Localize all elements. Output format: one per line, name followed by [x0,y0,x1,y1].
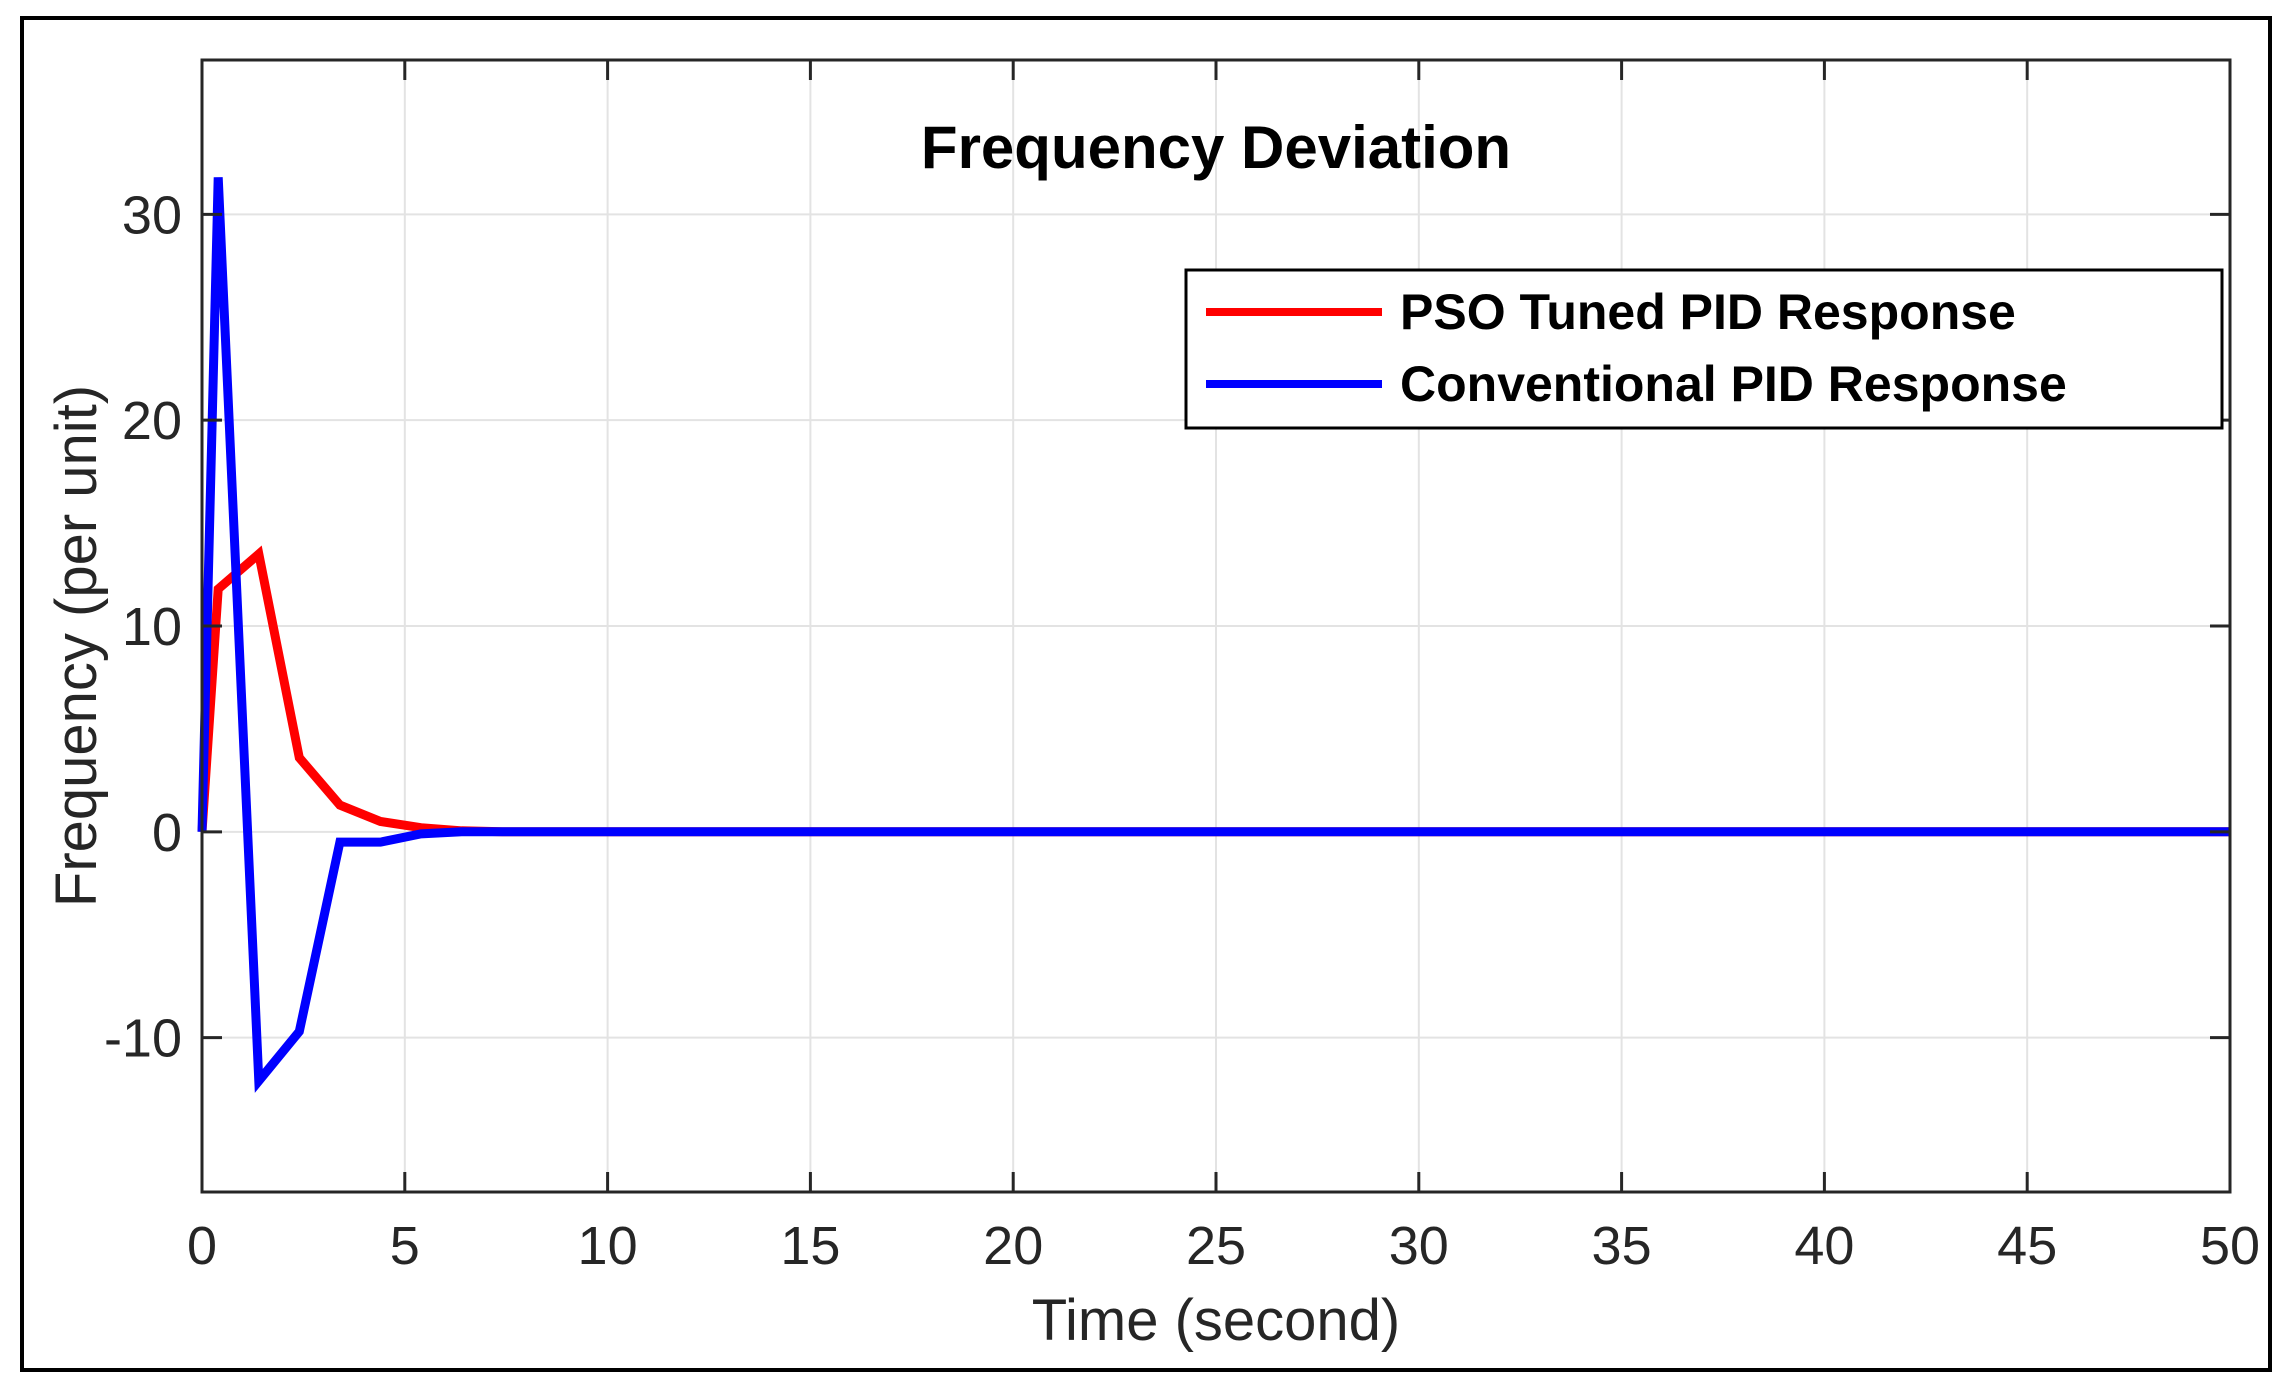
chart-title: Frequency Deviation [921,114,1511,181]
y-axis-label: Frequency (per unit) [44,385,109,907]
y-tick-labels: -10 0 10 20 30 [104,185,182,1068]
x-tick-label: 35 [1592,1216,1652,1276]
grid [201,60,2231,1192]
x-tick-label: 45 [1997,1216,2057,1276]
x-tick-label: 25 [1186,1216,1246,1276]
y-tick-label: 20 [122,391,182,451]
plot-border [200,58,2232,1194]
x-tick-label: 20 [983,1216,1043,1276]
series-lines [197,177,2230,1093]
frequency-deviation-chart: 0 5 10 15 20 25 30 35 40 45 50 -10 0 10 20 30 Frequenc… [44,58,2260,1353]
x-tick-label: 30 [1389,1216,1449,1276]
x-tick-label: 0 [187,1216,217,1276]
y-tick-label: 10 [122,597,182,657]
x-tick-label: 5 [390,1216,420,1276]
figure-frame: 0 5 10 15 20 25 30 35 40 45 50 -10 0 10 20 30 Frequenc… [20,16,2272,1372]
legend-label-pso: PSO Tuned PID Response [1400,284,2016,340]
x-tick-label: 40 [1794,1216,1854,1276]
legend-label-conventional: Conventional PID Response [1400,356,2067,412]
y-tick-label: 0 [152,803,182,863]
x-tick-label: 10 [578,1216,638,1276]
x-tick-label: 50 [2200,1216,2260,1276]
x-tick-label: 15 [780,1216,840,1276]
legend: PSO Tuned PID Response Conventional PID … [1184,268,2224,430]
series-line-conventional [197,177,2230,1093]
y-tick-label: 30 [122,185,182,245]
legend-box [1184,268,2224,430]
x-axis-label: Time (second) [1032,1288,1401,1353]
y-tick-label: -10 [104,1009,182,1069]
x-tick-labels: 0 5 10 15 20 25 30 35 40 45 50 [187,1216,2260,1276]
